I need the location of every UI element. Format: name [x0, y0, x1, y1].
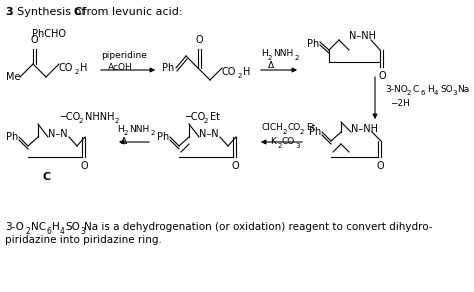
Text: NNH: NNH: [129, 124, 149, 133]
Text: 4: 4: [434, 90, 438, 96]
Text: C: C: [74, 7, 82, 17]
Text: 2: 2: [204, 118, 209, 124]
Text: AcOH: AcOH: [108, 62, 133, 72]
Text: 3: 3: [295, 143, 300, 149]
Text: ClCH: ClCH: [262, 124, 284, 133]
Text: CO: CO: [59, 63, 73, 73]
Text: NC: NC: [31, 222, 46, 232]
Text: K: K: [270, 138, 276, 147]
Text: Et: Et: [306, 124, 315, 133]
Text: Δ: Δ: [121, 138, 127, 147]
Text: H: H: [117, 124, 124, 133]
Text: 2: 2: [278, 143, 283, 149]
Text: Na: Na: [457, 84, 469, 93]
Text: PhCHO: PhCHO: [32, 29, 66, 39]
Text: O: O: [232, 161, 240, 171]
Text: 2: 2: [26, 227, 31, 236]
Text: N–N: N–N: [48, 129, 68, 139]
Text: H: H: [80, 63, 87, 73]
Text: SO: SO: [440, 84, 453, 93]
Text: SO: SO: [65, 222, 80, 232]
Text: H: H: [261, 50, 268, 58]
Text: C: C: [43, 172, 51, 182]
Text: O: O: [377, 161, 384, 171]
Text: piperidine: piperidine: [101, 51, 147, 60]
Text: 3: 3: [5, 7, 13, 17]
Text: 2: 2: [268, 55, 273, 61]
Text: 2: 2: [124, 130, 128, 136]
Text: 6: 6: [47, 227, 52, 236]
Text: 2: 2: [115, 118, 119, 124]
Text: NNH: NNH: [273, 50, 293, 58]
Text: H: H: [243, 67, 250, 77]
Text: NHNH: NHNH: [85, 112, 115, 122]
Text: N–N: N–N: [199, 129, 219, 139]
Text: 3-O: 3-O: [5, 222, 24, 232]
Text: O: O: [196, 35, 204, 45]
Text: N–NH: N–NH: [351, 124, 378, 134]
Text: 3: 3: [452, 90, 456, 96]
Text: H: H: [52, 222, 60, 232]
Text: from levunic acid:: from levunic acid:: [79, 7, 182, 17]
Text: N–NH: N–NH: [349, 31, 376, 41]
Text: Ph: Ph: [157, 132, 169, 142]
Text: 6: 6: [421, 90, 426, 96]
Text: 2: 2: [238, 73, 242, 79]
Text: O: O: [379, 71, 387, 81]
Text: ─CO: ─CO: [185, 112, 205, 122]
Text: Δ: Δ: [268, 62, 274, 70]
Text: CO: CO: [222, 67, 237, 77]
Text: piridazine into piridazine ring.: piridazine into piridazine ring.: [5, 235, 162, 245]
Text: Ph: Ph: [307, 39, 319, 49]
Text: CO: CO: [282, 138, 295, 147]
Text: 4: 4: [60, 227, 65, 236]
Text: 2: 2: [407, 90, 411, 96]
Text: ─CO: ─CO: [60, 112, 80, 122]
Text: 2: 2: [75, 69, 79, 75]
Text: Na is a dehydrogenation (or oxidation) reagent to convert dihydro-: Na is a dehydrogenation (or oxidation) r…: [84, 222, 433, 232]
Text: Me: Me: [6, 72, 20, 82]
Text: O: O: [31, 35, 38, 45]
Text: 2: 2: [151, 130, 155, 136]
Text: 3-NO: 3-NO: [385, 84, 408, 93]
Text: 3: 3: [80, 227, 85, 236]
Text: . Synthesis of: . Synthesis of: [10, 7, 89, 17]
Text: CO: CO: [288, 124, 301, 133]
Text: −2H: −2H: [390, 100, 410, 109]
Text: Ph: Ph: [162, 63, 174, 73]
Text: 2: 2: [283, 129, 287, 135]
Text: 2: 2: [295, 55, 300, 61]
Text: O: O: [81, 161, 89, 171]
Text: Ph: Ph: [309, 127, 321, 137]
Text: H: H: [427, 84, 434, 93]
Text: 2: 2: [300, 129, 304, 135]
Text: Ph: Ph: [6, 132, 18, 142]
Text: C: C: [413, 84, 419, 93]
Text: 2: 2: [79, 118, 83, 124]
Text: Et: Et: [210, 112, 220, 122]
